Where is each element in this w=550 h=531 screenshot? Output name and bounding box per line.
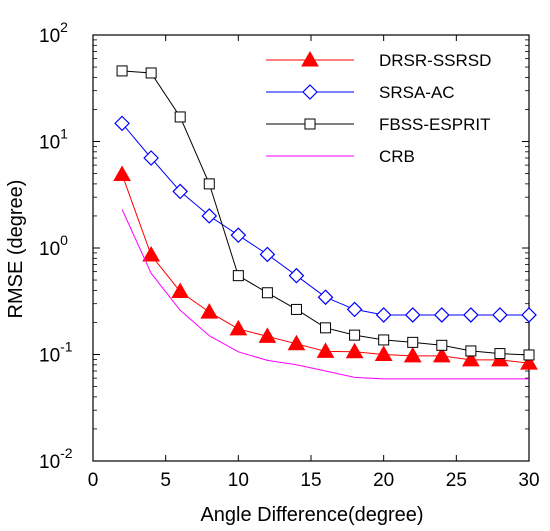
data-point-fbss-esprit <box>174 111 186 123</box>
data-point-fbss-esprit <box>407 336 419 348</box>
y-tick-label: 100 <box>39 232 68 260</box>
y-tick-label: 10-1 <box>39 339 73 367</box>
legend-marker <box>302 84 318 100</box>
data-point-drsr-ssrsd <box>171 282 190 299</box>
data-point-drsr-ssrsd <box>432 346 451 363</box>
data-point-drsr-ssrsd <box>520 354 538 370</box>
data-point-srsa-ac <box>346 301 363 318</box>
data-point-fbss-esprit <box>145 67 157 79</box>
y-tick-base: 10 <box>39 346 60 367</box>
data-point-srsa-ac <box>201 208 218 224</box>
series-line-crb <box>121 209 529 380</box>
y-tick-exponent: 2 <box>60 19 68 35</box>
legend-entry-drsr-ssrsd: DRSR-SSRSD <box>266 50 491 70</box>
data-point-fbss-esprit <box>465 345 477 357</box>
data-point-drsr-ssrsd <box>374 345 393 361</box>
y-tick-base: 10 <box>39 239 60 260</box>
y-tick-label: 10-2 <box>39 445 73 473</box>
y-tick-exponent: -2 <box>60 445 73 461</box>
y-tick-exponent: 1 <box>60 126 68 142</box>
x-tick-label: 10 <box>228 470 249 491</box>
data-point-drsr-ssrsd <box>258 327 277 343</box>
data-point-drsr-ssrsd <box>345 342 364 359</box>
data-point-srsa-ac <box>317 289 334 306</box>
data-point-srsa-ac <box>492 307 508 323</box>
data-point-fbss-esprit <box>232 270 244 282</box>
legend-marker <box>301 50 319 67</box>
legend-label: SRSA-AC <box>379 83 455 102</box>
data-point-fbss-esprit <box>349 329 361 341</box>
data-point-srsa-ac <box>259 246 276 263</box>
data-point-drsr-ssrsd <box>287 334 306 351</box>
y-tick-exponent: -1 <box>60 339 73 355</box>
data-point-drsr-ssrsd <box>403 346 422 363</box>
data-point-fbss-esprit <box>320 322 332 334</box>
data-point-fbss-esprit <box>436 339 448 351</box>
y-tick-base: 10 <box>39 26 60 47</box>
y-tick-base: 10 <box>39 452 60 473</box>
x-tick-label: 25 <box>446 470 467 491</box>
data-point-fbss-esprit <box>290 303 302 315</box>
legend: DRSR-SSRSD SRSA-AC FBSS-ESPRIT CRB <box>266 50 491 166</box>
data-point-fbss-esprit <box>523 349 535 361</box>
data-point-fbss-esprit <box>116 65 128 77</box>
data-point-srsa-ac <box>463 307 479 323</box>
data-point-srsa-ac <box>114 115 130 132</box>
data-point-drsr-ssrsd <box>113 165 131 181</box>
data-point-drsr-ssrsd <box>200 303 219 319</box>
data-point-srsa-ac <box>375 307 392 323</box>
legend-label: FBSS-ESPRIT <box>379 115 490 134</box>
x-tick-label: 15 <box>300 470 321 491</box>
y-tick-base: 10 <box>39 133 60 154</box>
data-point-srsa-ac <box>172 183 189 200</box>
legend-marker <box>304 118 316 130</box>
data-point-drsr-ssrsd <box>316 342 335 358</box>
legend-entry-srsa-ac: SRSA-AC <box>266 83 455 102</box>
series-layer <box>113 65 538 380</box>
data-point-srsa-ac <box>521 307 537 323</box>
data-point-fbss-esprit <box>203 178 215 190</box>
legend-entry-fbss-esprit: FBSS-ESPRIT <box>266 115 490 134</box>
data-point-fbss-esprit <box>261 287 273 299</box>
y-axis-label: RMSE (degree) <box>5 180 27 319</box>
legend-label: DRSR-SSRSD <box>379 51 491 70</box>
legend-label: CRB <box>379 147 415 166</box>
x-axis-ticks: 0 5 10 15 20 25 30 <box>88 35 540 491</box>
data-point-srsa-ac <box>433 307 450 323</box>
x-tick-label: 0 <box>88 470 99 491</box>
x-tick-label: 30 <box>518 470 539 491</box>
data-point-drsr-ssrsd <box>229 319 248 336</box>
x-axis-label: Angle Difference(degree) <box>200 504 423 526</box>
y-tick-label: 102 <box>39 19 68 47</box>
x-tick-label: 5 <box>160 470 171 491</box>
data-point-srsa-ac <box>288 267 305 284</box>
data-point-drsr-ssrsd <box>462 350 480 367</box>
y-tick-exponent: 0 <box>60 232 68 248</box>
series-srsa-ac <box>114 115 537 323</box>
series-crb <box>121 209 529 380</box>
data-point-fbss-esprit <box>494 348 506 360</box>
legend-entry-crb: CRB <box>266 147 415 166</box>
data-point-fbss-esprit <box>378 334 390 346</box>
series-drsr-ssrsd <box>113 165 538 370</box>
data-point-srsa-ac <box>143 150 159 166</box>
data-point-drsr-ssrsd <box>142 245 160 262</box>
x-tick-label: 20 <box>373 470 394 491</box>
data-point-srsa-ac <box>404 307 421 323</box>
y-tick-label: 101 <box>39 126 68 154</box>
series-fbss-esprit <box>116 65 535 361</box>
data-point-srsa-ac <box>230 227 247 244</box>
